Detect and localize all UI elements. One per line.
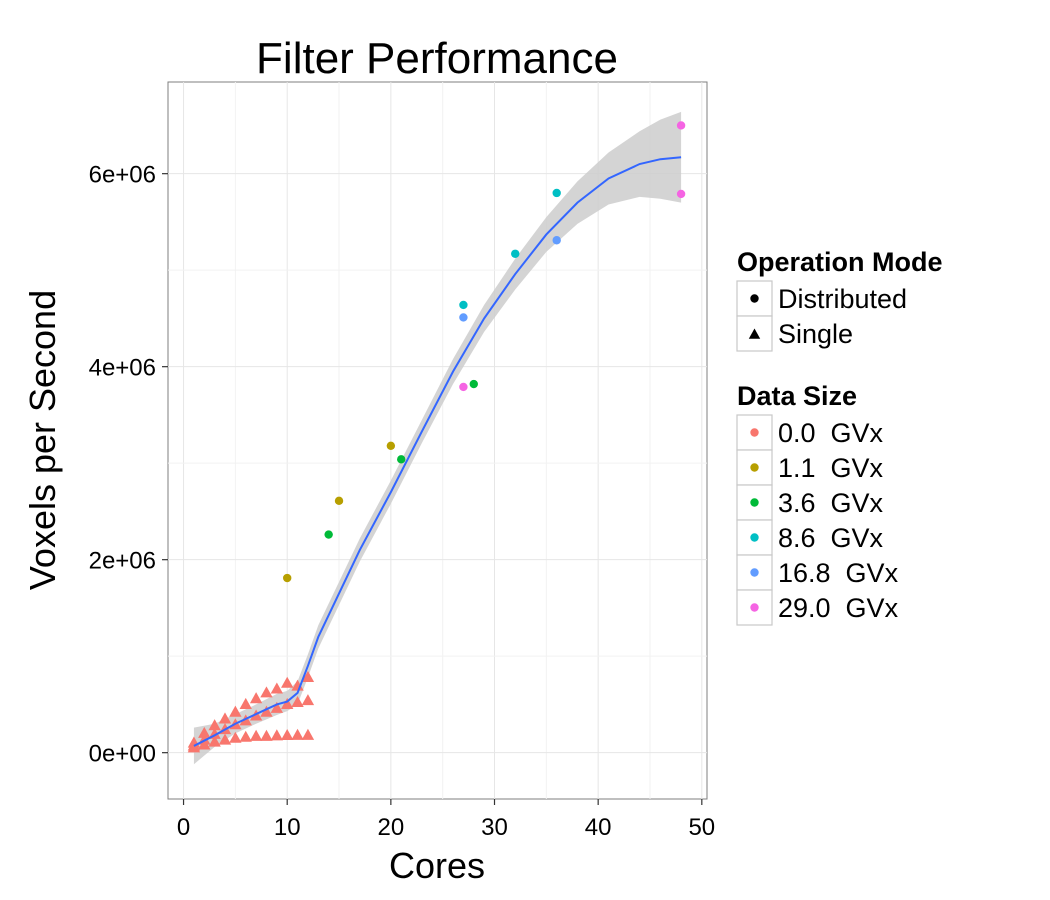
legend-label: 29.0 GVx [778,593,899,623]
triangle-point [198,726,211,738]
y-axis-title: Voxels per Second [22,290,63,590]
legend-label: 0.0 GVx [778,418,884,448]
triangle-point [208,735,221,747]
circle-point [676,189,686,199]
triangle-point [260,686,273,698]
triangle-point [301,694,315,706]
triangle-point [229,705,242,717]
chart-title: Filter Performance [256,34,618,83]
circle-point [552,236,561,245]
legend-key [736,484,773,521]
circle-point [511,249,520,258]
triangle-point [281,676,294,688]
x-tick-label: 40 [585,814,612,841]
triangle-point [239,730,252,742]
triangle-point [270,701,284,713]
x-tick-label: 0 [177,814,190,841]
circle-point [334,496,344,506]
legend-label: Distributed [778,284,907,314]
confidence-band [193,111,682,765]
smooth-line [193,156,682,747]
legend-label: 16.8 GVx [778,558,899,588]
legend: Operation Mode Distributed Single Data Size… [736,247,943,626]
triangle-point [281,729,294,741]
circle-point [552,188,561,198]
circle-point [386,441,396,451]
triangle-point [260,705,273,717]
triangle-point [281,697,294,709]
triangle-point [249,729,263,741]
smooth-curve [193,156,682,747]
circle-point [676,121,686,130]
triangle-point [239,697,252,709]
y-tick-label: 4e+06 [89,355,156,382]
legend-color-swatch [750,568,759,577]
circle-point [459,313,468,322]
legend-title: Data Size [737,381,857,411]
legend-color-swatch [750,463,759,472]
triangle-point [291,695,304,708]
triangle-point [291,679,304,691]
circle-point [397,455,406,464]
legend-triangle-symbol [748,328,761,339]
circle-point [459,382,468,392]
confidence-band-area [193,111,682,765]
legend-color-swatch [750,428,759,437]
circle-point [469,379,478,389]
x-tick-label: 50 [688,814,715,841]
circle-point [283,573,292,583]
y-tick-label: 6e+06 [89,162,156,189]
legend-color-swatch [750,498,759,507]
legend-label: Single [778,319,853,349]
circle-point [324,530,333,539]
y-tick-label: 0e+00 [89,741,156,768]
circle-point [459,300,468,310]
triangle-point [270,682,284,694]
triangle-point [270,729,284,741]
legend-label: 8.6 GVx [778,523,884,553]
x-tick-label: 30 [481,814,508,841]
triangle-point [229,731,242,743]
legend-color-swatch [750,533,759,542]
triangle-point [208,719,221,731]
triangle-point [218,733,232,745]
triangle-point [218,712,232,724]
triangle-point [291,728,304,740]
legend-label: 3.6 GVx [778,488,884,518]
axes: 0 10 20 30 40 50 0e+00 2e+06 4e+06 6e+06 [89,162,716,841]
triangle-point [301,670,315,682]
legend-label: 1.1 GVx [778,453,884,483]
triangle-point [260,729,273,741]
legend-key [736,554,773,591]
x-axis-title: Cores [389,845,485,886]
x-tick-label: 10 [274,814,301,841]
legend-title: Operation Mode [737,247,943,277]
x-tick-label: 20 [378,814,405,841]
y-tick-label: 2e+06 [89,548,156,575]
triangle-point [249,692,263,704]
legend-color-swatch [750,603,759,612]
triangle-point [301,728,315,740]
legend-circle-symbol [750,294,759,303]
